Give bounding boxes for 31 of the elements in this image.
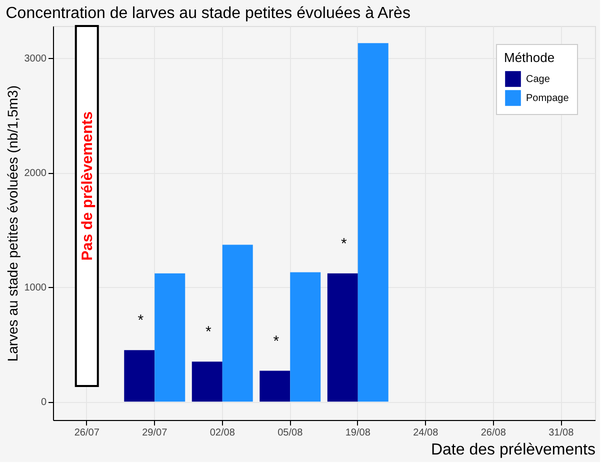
bar bbox=[192, 362, 222, 402]
legend-label: Cage bbox=[526, 74, 550, 85]
legend-title: Méthode bbox=[504, 50, 555, 65]
bar bbox=[290, 272, 321, 402]
x-tick-label: 26/08 bbox=[480, 428, 506, 438]
chart-title: Concentration de larves au stade petites évoluées à Arès bbox=[6, 5, 410, 22]
x-tick-label: 19/08 bbox=[345, 428, 371, 438]
annotation: * bbox=[205, 324, 212, 341]
x-tick-label: 02/08 bbox=[210, 428, 236, 438]
y-tick-label: 0 bbox=[40, 397, 47, 408]
x-tick-label: 26/07 bbox=[74, 428, 100, 438]
bar bbox=[124, 350, 155, 402]
x-axis-title: Date des prélèvements bbox=[430, 442, 596, 458]
y-axis-title: Larves au stade petites évoluées (nb/1,5m3) bbox=[4, 85, 20, 362]
band-label: Pas de prélèvements bbox=[78, 111, 96, 261]
legend-label: Pompage bbox=[526, 93, 570, 104]
annotation: * bbox=[138, 312, 144, 330]
bar bbox=[222, 244, 253, 402]
bar bbox=[260, 370, 290, 402]
y-tick-label: 1000 bbox=[24, 282, 47, 294]
y-tick-label: 2000 bbox=[24, 168, 47, 180]
x-tick-label: 31/08 bbox=[548, 428, 574, 438]
x-tick-label: 24/08 bbox=[413, 428, 439, 438]
bar bbox=[154, 273, 186, 402]
x-tick-label: 29/07 bbox=[142, 428, 168, 438]
bar bbox=[358, 43, 388, 402]
bar bbox=[327, 273, 358, 402]
x-tick-label: 05/08 bbox=[278, 428, 304, 438]
y-tick-label: 3000 bbox=[24, 54, 47, 65]
annotation: * bbox=[273, 332, 280, 350]
annotation: * bbox=[340, 235, 347, 252]
